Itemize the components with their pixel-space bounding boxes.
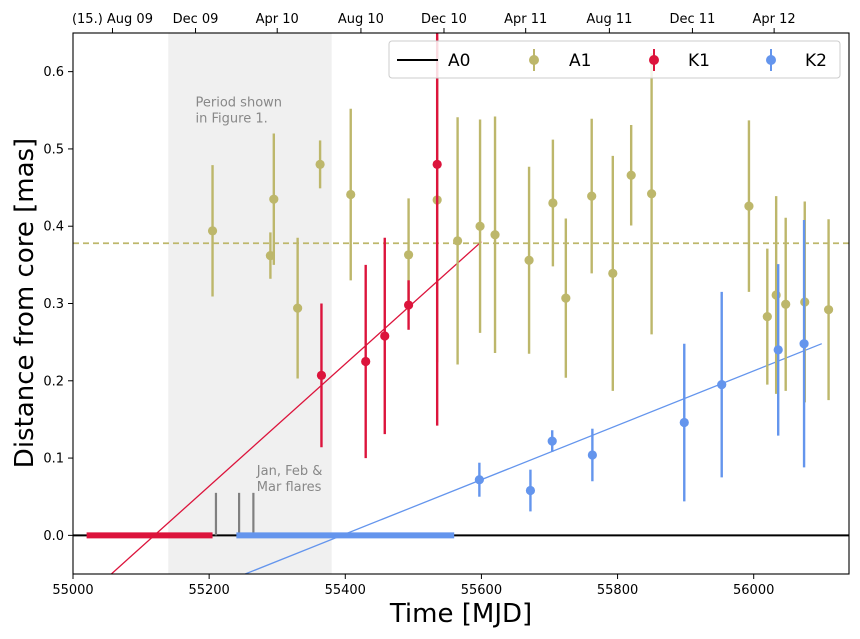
y-tick-label-0.5: 0.5 (43, 142, 64, 157)
y-tick-label-0.3: 0.3 (43, 297, 64, 312)
flares-label-line-2: Mar flares (257, 480, 322, 495)
point-a1-20 (762, 312, 772, 322)
point-k1-1 (316, 370, 327, 380)
fit-line-k2 (244, 343, 823, 574)
point-a1-22 (781, 299, 791, 309)
point-k2-2 (525, 485, 536, 496)
x-tick-label-56000: 56000 (733, 583, 774, 598)
top-tick-label-1: (15.) Aug 09 (72, 12, 153, 27)
y-tick-label-0.4: 0.4 (43, 220, 64, 235)
point-a1-10 (475, 221, 485, 231)
point-a1-24 (823, 305, 834, 315)
legend-k1-swatch (649, 49, 659, 71)
point-a1-16 (608, 268, 618, 278)
legend-k1-label: K1 (688, 51, 710, 71)
top-tick-label-4: Aug 10 (338, 12, 384, 27)
y-axis-title: Distance from core [mas] (10, 138, 40, 468)
point-k2-1 (474, 475, 484, 485)
y-tick-label-0.0: 0.0 (43, 529, 64, 544)
point-k2-8 (799, 339, 809, 349)
top-tick-label-7: Aug 11 (586, 12, 632, 27)
point-k2-3 (547, 436, 557, 446)
point-a1-4 (293, 303, 303, 313)
y-tick-label-0.2: 0.2 (43, 374, 64, 389)
x-tick-label-55400: 55400 (325, 583, 366, 598)
top-tick-label-6: Apr 11 (504, 12, 547, 27)
top-tick-label-5: Dec 10 (421, 12, 467, 27)
x-tick-label-55200: 55200 (188, 583, 229, 598)
point-a1-13 (548, 198, 558, 208)
legend-k2-swatch (766, 49, 776, 71)
point-k1-3 (380, 331, 390, 341)
flares-label-line-1: Jan, Feb & (256, 464, 323, 479)
point-a1-15 (587, 191, 597, 201)
data-points (207, 33, 834, 512)
point-a1-1 (207, 226, 218, 236)
x-tick-label-55800: 55800 (597, 583, 638, 598)
legend-box (388, 40, 841, 79)
top-tick-label-3: Apr 10 (256, 12, 299, 27)
point-a1-6 (346, 189, 356, 200)
point-a1-3 (269, 194, 279, 204)
legend-a1-label: A1 (569, 51, 591, 71)
y-tick-label-0.6: 0.6 (43, 65, 64, 80)
x-tick-label-55600: 55600 (461, 583, 502, 598)
shaded-period-label-line-1: Period shown (196, 95, 283, 110)
shaded-period (168, 33, 332, 574)
point-a1-9 (452, 236, 463, 246)
top-tick-label-8: Dec 11 (670, 12, 716, 27)
point-a1-12 (524, 255, 534, 265)
x-tick-label-55000: 55000 (52, 583, 93, 598)
flare-lines (214, 492, 255, 536)
legend: A0 A1 K1 K2 (388, 40, 841, 79)
point-k2-4 (587, 450, 597, 460)
legend-k2-label: K2 (805, 51, 827, 71)
legend-a1-swatch (529, 49, 539, 71)
point-k2-6 (717, 380, 727, 390)
fit-lines (110, 241, 823, 574)
point-k2-5 (679, 417, 689, 428)
top-tick-label-9: Apr 12 (753, 12, 796, 27)
fit-line-k1 (110, 241, 482, 574)
point-a1-18 (646, 189, 657, 199)
top-tick-label-2: Dec 09 (173, 12, 219, 27)
y-axis-ticks: 0.0 0.1 0.2 0.3 0.4 0.5 0.6 (43, 65, 73, 544)
point-a1-5 (315, 159, 325, 169)
legend-a0-label: A0 (448, 51, 470, 71)
point-k1-2 (361, 356, 371, 367)
point-a1-19 (744, 201, 754, 211)
point-a1-17 (626, 170, 636, 180)
point-a1-7 (403, 250, 414, 260)
point-a1-11 (490, 230, 500, 240)
shaded-period-label-line-2: in Figure 1. (196, 111, 268, 126)
point-k1-4 (403, 300, 414, 310)
top-axis-ticks: (15.) Aug 09 Dec 09 Apr 10 Aug 10 Dec 10 Apr … (72, 12, 796, 33)
x-axis-title: Time [MJD] (389, 599, 532, 629)
x-axis-ticks: 55000 55200 55400 55600 55800 56000 (52, 574, 774, 598)
point-a1-14 (561, 293, 571, 303)
y-tick-label-0.1: 0.1 (43, 452, 64, 467)
point-k2-7 (773, 345, 783, 355)
point-k1-5 (432, 159, 442, 169)
